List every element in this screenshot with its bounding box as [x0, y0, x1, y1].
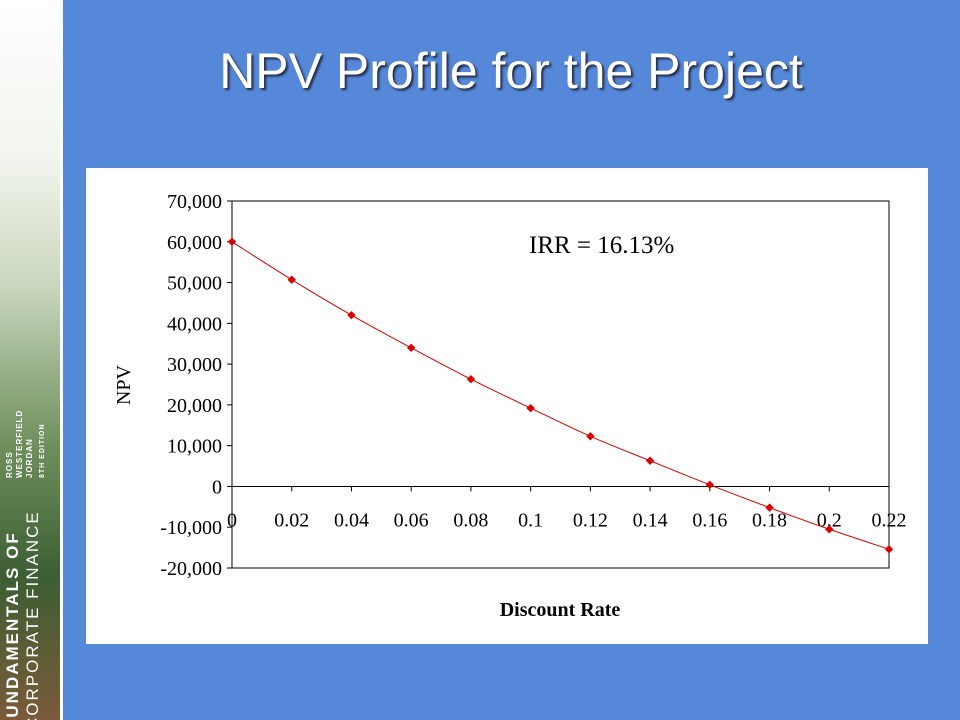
- x-tick-label: 0.04: [334, 509, 369, 531]
- data-point: [526, 403, 535, 413]
- y-tick-label: 40,000: [167, 313, 222, 335]
- slide-title: NPV Profile for the Project: [219, 43, 803, 99]
- y-tick-label: 10,000: [167, 436, 222, 458]
- data-point: [466, 374, 476, 384]
- book-cover-band: FUNDAMENTALS OF CORPORATE FINANCE ROSS W…: [0, 0, 62, 720]
- book-author: ROSS: [5, 451, 14, 478]
- y-tick-label: -10,000: [160, 517, 222, 539]
- book-title-line1: FUNDAMENTALS OF: [3, 531, 22, 720]
- book-author: JORDAN: [25, 438, 34, 478]
- data-point: [645, 456, 655, 465]
- data-point: [586, 432, 595, 441]
- npv-chart: 70,000 60,000 50,000 40,000 30,000 20,000 10,0…: [113, 191, 907, 621]
- x-tick-label: 0.1: [518, 509, 543, 531]
- x-tick-label: 0.14: [633, 509, 668, 531]
- npv-points: [227, 237, 894, 554]
- x-axis: 0 0.02 0.04 0.06 0.08 0.1 0.12 0.14 0.16 0.18 0.2 0…: [227, 486, 907, 531]
- data-point: [705, 480, 715, 490]
- plot-area: [231, 200, 890, 569]
- x-axis-label: Discount Rate: [500, 599, 621, 621]
- y-axis-label: NPV: [113, 364, 135, 405]
- data-point: [406, 343, 416, 353]
- x-tick-label: 0.08: [453, 509, 488, 531]
- y-tick-label: 20,000: [167, 395, 222, 417]
- x-tick-label: 0.18: [752, 509, 787, 531]
- band-separator: [60, 0, 63, 720]
- x-tick-label: 0.2: [817, 509, 842, 531]
- y-tick-label: 50,000: [167, 273, 222, 295]
- data-point: [884, 545, 894, 554]
- data-point: [227, 237, 237, 246]
- y-tick-label: 30,000: [167, 354, 222, 376]
- chart-area: 70,000 60,000 50,000 40,000 30,000 20,000 10,0…: [86, 168, 928, 644]
- book-cover-text: FUNDAMENTALS OF CORPORATE FINANCE ROSS W…: [1, 290, 61, 720]
- y-tick-label: -20,000: [160, 558, 222, 580]
- x-tick-label: 0.16: [692, 509, 727, 531]
- x-tick-label: 0.12: [573, 509, 608, 531]
- y-tick-label: 70,000: [167, 191, 222, 213]
- book-edition: 8TH EDITION: [39, 423, 46, 478]
- book-title-line2: CORPORATE FINANCE: [23, 510, 42, 720]
- book-authors: ROSS WESTERFIELD JORDAN: [5, 358, 35, 478]
- x-tick-label: 0.02: [274, 509, 309, 531]
- y-tick-label: 0: [212, 476, 222, 498]
- x-tick-label: 0: [227, 509, 237, 531]
- book-author: WESTERFIELD: [15, 409, 24, 478]
- x-tick-label: 0.06: [394, 509, 429, 531]
- data-point: [765, 503, 774, 512]
- x-tick-label: 0.22: [872, 509, 907, 531]
- data-point: [825, 525, 834, 534]
- data-point: [347, 310, 356, 320]
- y-tick-label: 60,000: [167, 232, 222, 254]
- irr-annotation: IRR = 16.13%: [529, 232, 674, 259]
- data-point: [287, 275, 296, 284]
- y-axis: 70,000 60,000 50,000 40,000 30,000 20,000 10,0…: [160, 191, 232, 580]
